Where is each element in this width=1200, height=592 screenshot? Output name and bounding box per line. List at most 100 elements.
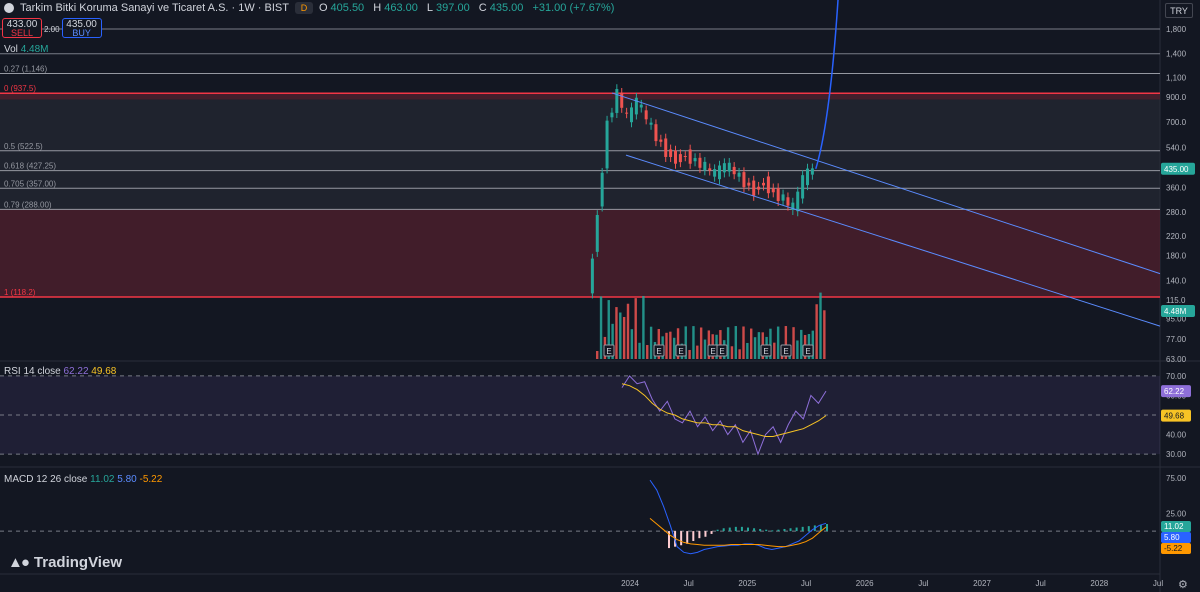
price-tick-label: 77.00 bbox=[1166, 335, 1187, 344]
macd-label: MACD 12 26 close bbox=[4, 474, 88, 485]
volume-bar bbox=[757, 332, 761, 359]
tradingview-mark-icon: ▲● bbox=[8, 554, 30, 571]
candle-body bbox=[698, 157, 702, 168]
volume-bar bbox=[742, 326, 745, 359]
projection-line bbox=[815, 0, 839, 170]
channel-upper-line bbox=[611, 92, 1161, 275]
earnings-marker-label: E bbox=[606, 347, 611, 356]
settings-gear-icon[interactable]: ⚙ bbox=[1178, 579, 1188, 591]
price-tick-label: 115.0 bbox=[1166, 296, 1186, 305]
ohlc-low-key: L bbox=[426, 2, 434, 14]
delay-badge[interactable]: D bbox=[294, 2, 313, 14]
buy-price: 435.00 bbox=[66, 19, 97, 30]
fib-zone-top bbox=[0, 93, 1160, 100]
volume-bar bbox=[776, 326, 780, 359]
price-tick-label: 140.0 bbox=[1166, 276, 1187, 285]
candle-body bbox=[766, 176, 770, 194]
candle-body bbox=[762, 182, 765, 186]
volume-bar bbox=[657, 329, 660, 359]
ohlc-high-value: 463.00 bbox=[384, 2, 418, 14]
fib-level-label: 0 (937.5) bbox=[4, 84, 36, 93]
macd-signal-value: 5.80 bbox=[117, 474, 137, 485]
fib-level-label: 1 (118.2) bbox=[4, 288, 36, 297]
rsi-label: RSI 14 close bbox=[4, 366, 61, 377]
time-tick-label: 2025 bbox=[738, 579, 756, 588]
candle-body bbox=[757, 186, 761, 190]
fib-level-label: 0.705 (357.00) bbox=[4, 179, 56, 188]
volume-bar bbox=[796, 340, 799, 359]
time-tick-label: Jul bbox=[684, 579, 694, 588]
volume-bar bbox=[611, 323, 614, 359]
volume-bar bbox=[684, 326, 687, 359]
rsi-ma-tag bbox=[1161, 409, 1191, 422]
macd-value-tag-label: 5.80 bbox=[1164, 533, 1180, 542]
volume-bar bbox=[688, 349, 691, 359]
candle-body bbox=[703, 161, 707, 171]
volume-bar bbox=[753, 337, 757, 359]
candle-body bbox=[810, 168, 814, 175]
volume-bar bbox=[696, 345, 699, 359]
volume-bar bbox=[750, 328, 753, 359]
candle-body bbox=[674, 150, 677, 164]
macd-tick-label: 25.00 bbox=[1166, 509, 1187, 518]
candle-body bbox=[649, 122, 653, 125]
brand-name: TradingView bbox=[33, 554, 122, 571]
candle-body bbox=[776, 188, 780, 201]
volume-bar bbox=[703, 339, 707, 359]
volume-label: Vol bbox=[4, 44, 18, 55]
macd-histogram-bar bbox=[680, 531, 683, 546]
volume-legend[interactable]: Vol 4.48M bbox=[4, 44, 48, 55]
tradingview-logo[interactable]: ▲● TradingView bbox=[8, 554, 122, 571]
buy-button[interactable]: 435.00 BUY bbox=[61, 18, 102, 38]
candle-body bbox=[678, 154, 682, 163]
price-tick-label: 280.0 bbox=[1166, 208, 1187, 217]
earnings-marker bbox=[653, 344, 665, 357]
volume-bar bbox=[630, 329, 634, 359]
macd-histogram-bar bbox=[807, 526, 810, 532]
macd-histogram-bar bbox=[692, 531, 695, 542]
macd-histogram-bar bbox=[819, 524, 822, 532]
rsi-value: 62.22 bbox=[63, 366, 89, 377]
volume-bar bbox=[669, 331, 672, 359]
macd-histogram-bar bbox=[826, 524, 828, 532]
fib-level-label: 0.79 (288.00) bbox=[4, 200, 52, 209]
volume-bar bbox=[800, 329, 803, 359]
fib-level-label: 0.618 (427.25) bbox=[4, 162, 56, 171]
volume-bar bbox=[692, 326, 695, 359]
candle-body bbox=[639, 104, 643, 108]
ohlc-high-key: H bbox=[373, 2, 382, 14]
volume-bar bbox=[746, 342, 749, 359]
candle-body bbox=[806, 168, 809, 186]
macd-histogram-bar bbox=[801, 526, 804, 532]
spread-value: 2.00 bbox=[44, 25, 60, 34]
volume-bar bbox=[642, 296, 645, 359]
earnings-marker bbox=[802, 344, 814, 357]
symbol-title[interactable]: Tarkim Bitki Koruma Sanayi ve Ticaret A.… bbox=[20, 2, 289, 14]
macd-tick-label: 75.00 bbox=[1166, 474, 1187, 483]
last-price-tag bbox=[1161, 162, 1195, 175]
candle-body bbox=[654, 124, 658, 142]
candle-body bbox=[688, 149, 692, 164]
volume-bar bbox=[638, 342, 641, 359]
sell-button[interactable]: 433.00 SELL bbox=[2, 18, 42, 38]
candle-body bbox=[590, 258, 594, 294]
price-tick-label: 63.00 bbox=[1166, 355, 1187, 364]
fib-zone-red bbox=[0, 209, 1160, 298]
currency-selector[interactable]: TRY bbox=[1165, 3, 1193, 18]
earnings-marker-label: E bbox=[805, 347, 810, 356]
rsi-legend[interactable]: RSI 14 close 62.22 49.68 bbox=[4, 366, 116, 377]
macd-value-tag-label: -5.22 bbox=[1164, 544, 1183, 553]
volume-bar bbox=[726, 327, 730, 359]
macd-hist-value: -5.22 bbox=[139, 474, 163, 485]
candle-body bbox=[786, 197, 790, 206]
macd-histogram-bar bbox=[716, 529, 719, 532]
candle-body bbox=[644, 110, 648, 120]
macd-legend[interactable]: MACD 12 26 close 11.02 5.80 -5.22 bbox=[4, 474, 162, 485]
volume-bar bbox=[730, 346, 734, 359]
rsi-line bbox=[621, 375, 827, 456]
candle-body bbox=[600, 172, 604, 207]
price-tick-label: 900.0 bbox=[1166, 93, 1187, 102]
rsi-tick-label: 70.00 bbox=[1166, 372, 1187, 381]
earnings-marker bbox=[760, 344, 772, 357]
